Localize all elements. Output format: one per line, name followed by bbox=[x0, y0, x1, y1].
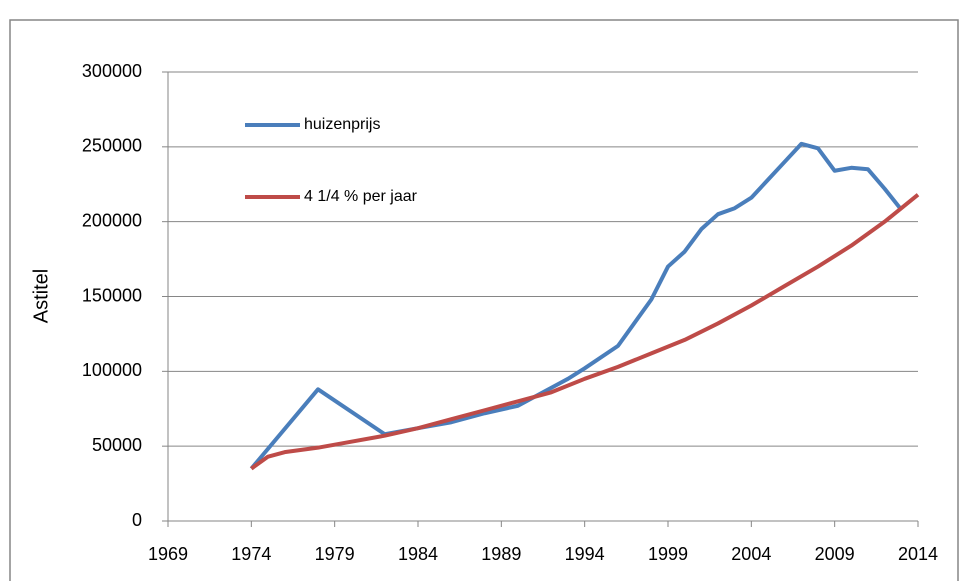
y-tick-label: 250000 bbox=[82, 136, 142, 156]
legend-label: huizenprijs bbox=[304, 116, 380, 133]
y-tick-label: 300000 bbox=[82, 61, 142, 81]
x-tick-label: 2009 bbox=[815, 544, 855, 564]
y-tick-label: 100000 bbox=[82, 360, 142, 380]
x-tick-label: 1984 bbox=[398, 544, 438, 564]
y-tick-label: 150000 bbox=[82, 285, 142, 305]
y-tick-label: 50000 bbox=[92, 435, 142, 455]
x-tick-label: 1974 bbox=[231, 544, 271, 564]
legend-label: 4 1/4 % per jaar bbox=[304, 188, 418, 205]
x-tick-label: 1989 bbox=[481, 544, 521, 564]
y-tick-label: 200000 bbox=[82, 210, 142, 230]
data-line bbox=[249, 141, 903, 470]
data-line bbox=[250, 193, 920, 471]
x-tick-label: 1994 bbox=[565, 544, 605, 564]
x-tick-label: 2004 bbox=[731, 544, 771, 564]
y-tick-label: 0 bbox=[132, 510, 142, 530]
y-axis-label: Astitel bbox=[30, 269, 52, 323]
x-tick-label: 1969 bbox=[148, 544, 188, 564]
chart-frame bbox=[9, 19, 959, 586]
x-tick-label: 1979 bbox=[315, 544, 355, 564]
x-tick-label: 2014 bbox=[898, 544, 938, 564]
x-tick-label: 1999 bbox=[648, 544, 688, 564]
